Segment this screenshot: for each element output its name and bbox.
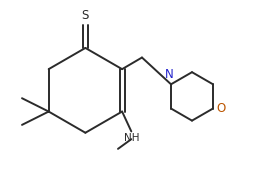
Text: NH: NH <box>124 133 139 143</box>
Text: O: O <box>216 102 225 115</box>
Text: N: N <box>165 68 174 81</box>
Text: S: S <box>82 9 89 22</box>
